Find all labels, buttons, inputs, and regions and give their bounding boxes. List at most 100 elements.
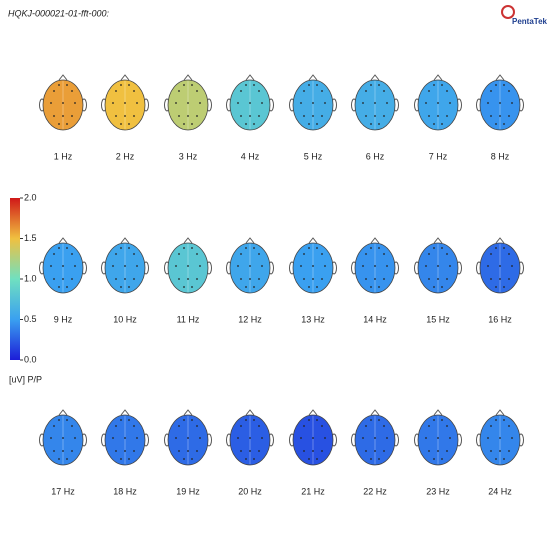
electrode — [511, 437, 513, 439]
electrode — [66, 419, 68, 421]
electrode — [433, 123, 435, 125]
electrode — [495, 247, 497, 249]
electrode — [240, 253, 242, 255]
electrode — [199, 437, 201, 439]
colorbar-unit: [uV] P/P — [9, 374, 42, 384]
map-label: 4 Hz — [241, 151, 260, 161]
head-nose — [495, 409, 505, 416]
electrode — [199, 265, 201, 267]
head-nose — [495, 237, 505, 244]
electrode — [303, 278, 305, 280]
electrode — [433, 247, 435, 249]
electrode — [316, 84, 318, 86]
electrode — [490, 115, 492, 117]
electrode — [308, 84, 310, 86]
electrode — [187, 265, 189, 267]
electrode — [383, 90, 385, 92]
electrode — [178, 278, 180, 280]
electrode — [374, 278, 376, 280]
map-label: 17 Hz — [51, 486, 75, 496]
electrode — [128, 247, 130, 249]
electrode — [66, 458, 68, 460]
electrode — [196, 90, 198, 92]
electrode — [362, 265, 364, 267]
electrode — [316, 458, 318, 460]
electrode — [178, 90, 180, 92]
electrode — [312, 437, 314, 439]
electrode — [495, 419, 497, 421]
page-title: HQKJ-000021-01-fft-000: — [8, 8, 110, 18]
electrode — [66, 123, 68, 125]
electrode — [428, 425, 430, 427]
electrode — [425, 437, 427, 439]
electrode — [312, 102, 314, 104]
electrode — [446, 278, 448, 280]
electrode — [446, 450, 448, 452]
electrode — [303, 253, 305, 255]
electrode — [324, 265, 326, 267]
head-nose — [308, 74, 318, 81]
electrode — [428, 253, 430, 255]
electrode — [437, 278, 439, 280]
electrode — [245, 247, 247, 249]
electrode — [240, 115, 242, 117]
electrode — [245, 419, 247, 421]
electrode — [66, 247, 68, 249]
electrode — [303, 450, 305, 452]
electrode — [490, 253, 492, 255]
electrode — [487, 437, 489, 439]
electrode — [446, 425, 448, 427]
electrode — [441, 419, 443, 421]
electrode — [511, 102, 513, 104]
map-label: 12 Hz — [238, 314, 262, 324]
head-nose — [433, 74, 443, 81]
electrode — [312, 450, 314, 452]
head-nose — [58, 409, 68, 416]
electrode — [128, 84, 130, 86]
electrode — [383, 253, 385, 255]
electrode — [321, 450, 323, 452]
map-label: 8 Hz — [491, 151, 510, 161]
electrode — [136, 102, 138, 104]
electrode — [58, 419, 60, 421]
map-label: 22 Hz — [363, 486, 387, 496]
electrode — [303, 115, 305, 117]
electrode — [321, 278, 323, 280]
head-nose — [370, 74, 380, 81]
head-nose — [245, 237, 255, 244]
electrode — [428, 90, 430, 92]
map-label: 13 Hz — [301, 314, 325, 324]
electrode — [71, 450, 73, 452]
head-nose — [120, 237, 130, 244]
electrode — [178, 253, 180, 255]
electrode — [58, 84, 60, 86]
logo-text: PentaTek — [512, 17, 548, 26]
electrode — [196, 115, 198, 117]
colorbar-tick-label: 0.0 — [24, 354, 37, 364]
electrode — [362, 437, 364, 439]
electrode — [437, 115, 439, 117]
electrode — [308, 123, 310, 125]
electrode — [253, 458, 255, 460]
electrode — [249, 115, 251, 117]
electrode — [120, 458, 122, 460]
electrode — [321, 425, 323, 427]
electrode — [386, 437, 388, 439]
electrode — [370, 419, 372, 421]
electrode — [312, 265, 314, 267]
head-nose — [370, 237, 380, 244]
electrode — [374, 450, 376, 452]
electrode — [50, 437, 52, 439]
electrode — [508, 450, 510, 452]
electrode — [383, 278, 385, 280]
head-nose — [120, 74, 130, 81]
map-label: 2 Hz — [116, 151, 135, 161]
electrode — [508, 253, 510, 255]
electrode — [258, 425, 260, 427]
electrode — [120, 84, 122, 86]
electrode — [191, 419, 193, 421]
electrode — [58, 123, 60, 125]
electrode — [365, 450, 367, 452]
electrode — [300, 437, 302, 439]
electrode — [133, 450, 135, 452]
